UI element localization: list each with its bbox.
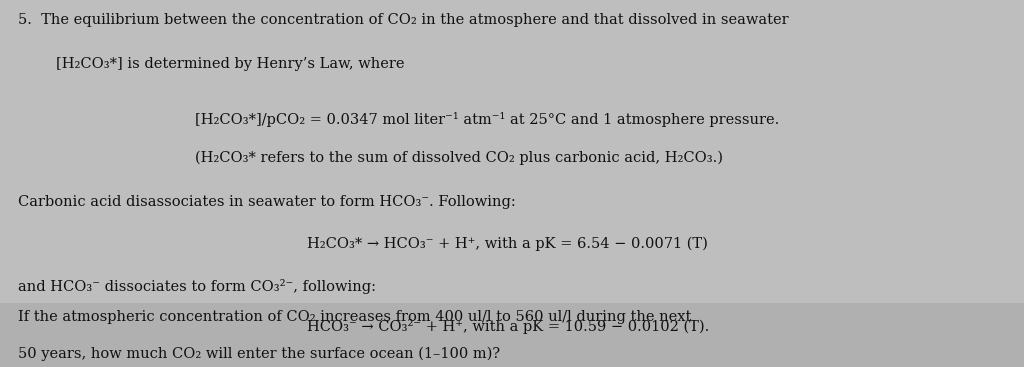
- Text: [H₂CO₃*] is determined by Henry’s Law, where: [H₂CO₃*] is determined by Henry’s Law, w…: [56, 57, 404, 71]
- Text: [H₂CO₃*]/pCO₂ = 0.0347 mol liter⁻¹ atm⁻¹ at 25°C and 1 atmosphere pressure.: [H₂CO₃*]/pCO₂ = 0.0347 mol liter⁻¹ atm⁻¹…: [195, 112, 779, 127]
- Text: HCO₃⁻ → CO₃²⁻ + H⁺, with a pK = 10.59 − 0.0102 (T).: HCO₃⁻ → CO₃²⁻ + H⁺, with a pK = 10.59 − …: [307, 319, 710, 334]
- Text: Carbonic acid disassociates in seawater to form HCO₃⁻. Following:: Carbonic acid disassociates in seawater …: [18, 195, 516, 208]
- Text: 5.  The equilibrium between the concentration of CO₂ in the atmosphere and that : 5. The equilibrium between the concentra…: [18, 13, 790, 27]
- Text: H₂CO₃* → HCO₃⁻ + H⁺, with a pK = 6.54 − 0.0071 (T): H₂CO₃* → HCO₃⁻ + H⁺, with a pK = 6.54 − …: [307, 237, 708, 251]
- Text: (H₂CO₃* refers to the sum of dissolved CO₂ plus carbonic acid, H₂CO₃.): (H₂CO₃* refers to the sum of dissolved C…: [195, 150, 723, 165]
- Text: 50 years, how much CO₂ will enter the surface ocean (1–100 m)?: 50 years, how much CO₂ will enter the su…: [18, 347, 501, 361]
- Text: If the atmospheric concentration of CO₂ increases from 400 ul/l to 560 ul/l duri: If the atmospheric concentration of CO₂ …: [18, 310, 692, 324]
- Text: and HCO₃⁻ dissociates to form CO₃²⁻, following:: and HCO₃⁻ dissociates to form CO₃²⁻, fol…: [18, 279, 377, 294]
- Bar: [0, 303, 1024, 367]
